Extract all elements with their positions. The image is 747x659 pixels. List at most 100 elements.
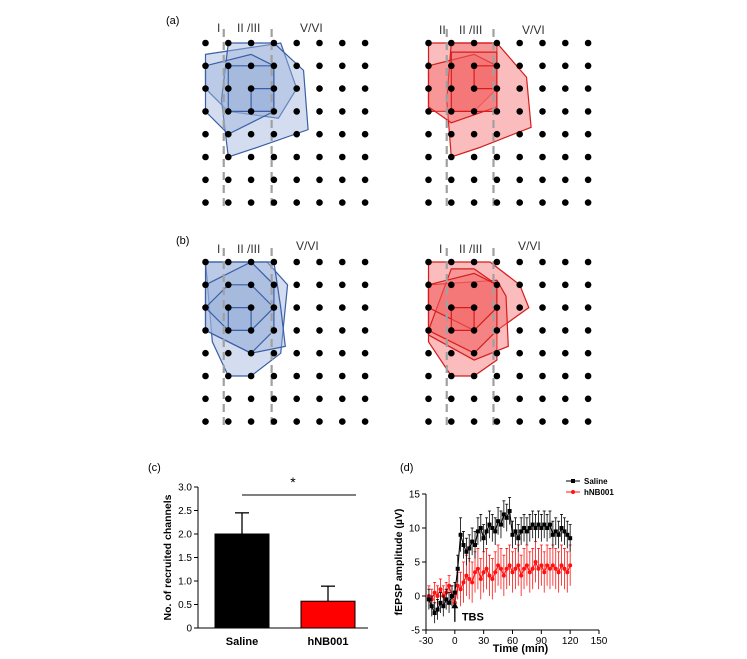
data-point [545, 526, 550, 530]
electrode-dot [539, 85, 546, 92]
electrode-dot [225, 108, 232, 115]
electrode-dot [584, 130, 592, 138]
data-point [547, 566, 552, 571]
electrode-grid-a-saline [202, 29, 369, 209]
electrode-dot [293, 176, 301, 184]
electrode-dot [270, 327, 278, 334]
data-point [516, 536, 521, 541]
electrode-dot [539, 372, 546, 380]
data-point [533, 560, 538, 564]
electrode-dot [584, 153, 592, 161]
y-tick-label: 0.5 [178, 600, 192, 611]
electrode-dot [225, 258, 232, 266]
electrode-dot [202, 395, 209, 403]
electrode-dot [425, 153, 432, 161]
electrode-dot [316, 199, 323, 206]
data-point [553, 566, 558, 571]
data-point [501, 573, 506, 578]
data-point [545, 563, 550, 568]
layer-label-a-right-2: II /III [459, 23, 482, 37]
electrode-dot [562, 395, 569, 403]
data-point [449, 594, 454, 598]
bar-saline [214, 533, 270, 629]
electrode-dot [339, 85, 346, 92]
electrode-dot [339, 418, 346, 425]
data-point [524, 563, 529, 568]
data-point [519, 573, 524, 578]
electrode-dot [539, 258, 546, 266]
electrode-dot [316, 39, 323, 47]
layer-label-b-left-1: I [217, 242, 220, 256]
electrode-dot [361, 176, 369, 184]
electrode-dot [493, 349, 501, 357]
data-point [464, 549, 469, 554]
electrode-dot [562, 153, 569, 161]
electrode-dot [316, 395, 323, 403]
electrode-dot [584, 85, 592, 92]
electrode-dot [339, 199, 346, 206]
electrode-dot [493, 304, 501, 311]
data-point [447, 600, 452, 605]
electrode-dot [225, 327, 232, 334]
electrode-dot [270, 85, 278, 92]
electrode-dot [339, 281, 346, 289]
electrode-dot [470, 199, 478, 206]
electrode-dot [247, 349, 255, 357]
electrode-dot [516, 327, 523, 334]
electrode-dot [448, 153, 455, 161]
electrode-dot [470, 85, 478, 92]
electrode-dot [493, 108, 501, 115]
data-point [565, 570, 570, 575]
data-point [568, 536, 573, 541]
electrode-dot [584, 199, 592, 206]
y-tick-label: 2.0 [178, 530, 192, 541]
electrode-dot [202, 108, 209, 115]
electrode-dot [247, 39, 255, 47]
electrode-dot [539, 395, 546, 403]
electrode-dot [202, 372, 209, 380]
electrode-dot [270, 199, 278, 206]
data-point [556, 570, 561, 575]
electrode-dot [247, 372, 255, 380]
x-tick-label: 120 [562, 636, 579, 647]
recruited-area-polygon [220, 42, 309, 158]
data-point [481, 570, 486, 575]
electrode-dot [516, 199, 523, 206]
data-point [493, 529, 498, 534]
electrode-dot [516, 62, 523, 70]
electrode-dot [293, 349, 301, 357]
electrode-dot [316, 153, 323, 161]
electrode-dot [516, 418, 523, 425]
category-label: Saline [226, 636, 258, 648]
y-tick-label: 5 [414, 558, 420, 569]
electrode-dot [425, 85, 432, 92]
electrode-dot [539, 153, 546, 161]
electrode-dot [539, 199, 546, 206]
electrode-dot [448, 130, 455, 138]
electrode-dot [584, 176, 592, 184]
y-axis-label: fEPSP amplitude (µV) [393, 509, 405, 616]
data-point [435, 607, 440, 612]
electrode-dot [361, 39, 369, 47]
electrode-dot [425, 258, 432, 266]
data-point [464, 573, 469, 578]
electrode-dot [225, 304, 232, 311]
electrode-dot [202, 62, 209, 70]
electrode-dot [562, 372, 569, 380]
electrode-dot [448, 199, 455, 206]
y-axis-label: No. of recruited channels [162, 494, 174, 620]
electrode-dot [293, 199, 301, 206]
electrode-dot [293, 304, 301, 311]
electrode-dot [293, 372, 301, 380]
electrode-dot [316, 327, 323, 334]
tbs-arrow-head [451, 602, 459, 609]
electrode-grid-b-saline [202, 248, 369, 428]
electrode-dot [202, 418, 209, 425]
electrode-dot [339, 372, 346, 380]
electrode-dot [425, 395, 432, 403]
recruited-area-polygon [204, 261, 289, 377]
data-point [478, 526, 483, 530]
electrode-dot [225, 349, 232, 357]
data-point [455, 583, 460, 588]
electrode-dot [470, 372, 478, 380]
